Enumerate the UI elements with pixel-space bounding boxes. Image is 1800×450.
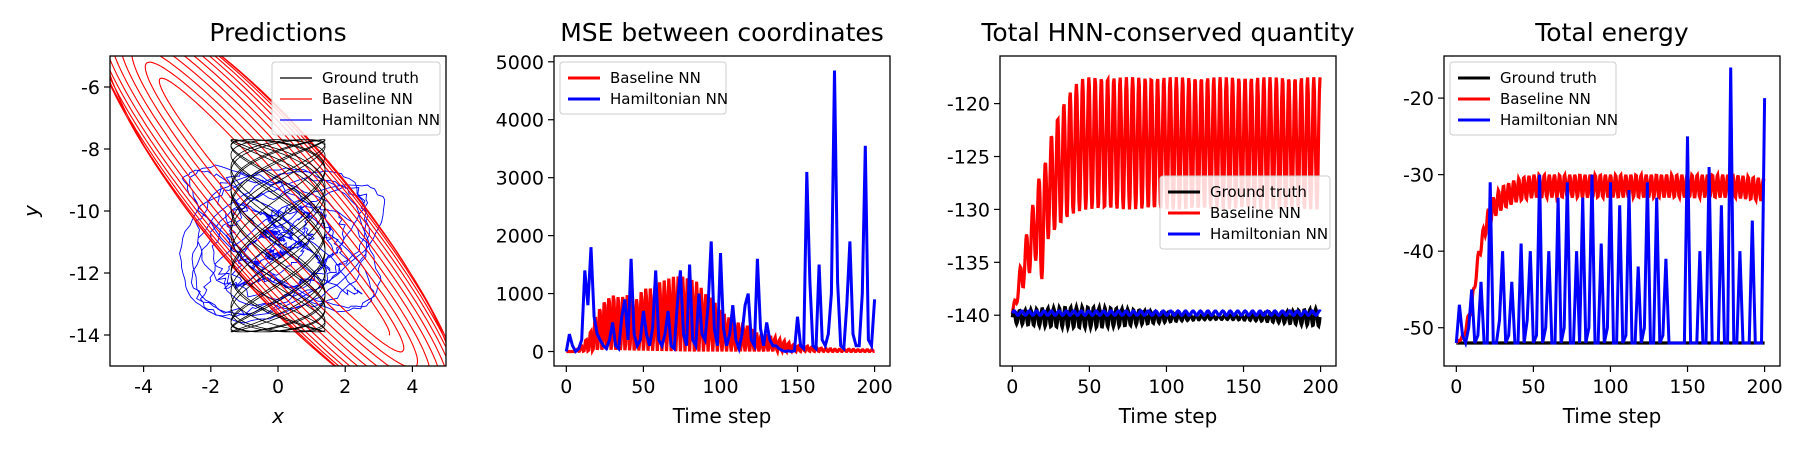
chart-title: MSE between coordinates: [560, 18, 884, 47]
x-tick-label: 4: [406, 376, 418, 398]
y-tick-label: -20: [1403, 88, 1434, 110]
x-tick-label: 0: [1450, 376, 1462, 398]
series-hamiltonian-nn: [1454, 67, 1767, 349]
y-tick-label: -14: [69, 325, 100, 347]
y-tick-label: -40: [1403, 241, 1434, 263]
x-axis-label: x: [271, 404, 284, 428]
x-tick-label: 150: [1225, 376, 1261, 398]
x-tick-label: 200: [1746, 376, 1782, 398]
y-tick-label: 3000: [496, 168, 544, 190]
legend-label-2: Hamiltonian NN: [1500, 111, 1618, 129]
y-tick-label: -6: [81, 77, 100, 99]
y-tick-label: 0: [532, 342, 544, 364]
y-tick-label: -30: [1403, 165, 1434, 187]
x-tick-label: 200: [856, 376, 892, 398]
chart-title: Predictions: [209, 18, 346, 47]
chart-title: Total HNN-conserved quantity: [980, 18, 1355, 47]
axes: 0 50 100 150 200 -120 -125 -130 -135 -140: [947, 55, 1339, 398]
plot-area: [564, 70, 877, 357]
plot-area: [110, 56, 446, 366]
x-tick-label: 150: [1669, 376, 1705, 398]
legend-label-0: Baseline NN: [610, 69, 701, 87]
x-axis-label: Time step: [1562, 404, 1662, 428]
x-tick-label: 0: [1006, 376, 1018, 398]
chart-title: Total energy: [1534, 18, 1689, 47]
legend-box: [559, 61, 727, 115]
legend: Ground truth Baseline NN Hamiltonian NN: [1449, 61, 1618, 136]
axes: -4 -2 0 2 4 -6 -8 -10 -12 -14: [69, 55, 447, 398]
legend-box: [1449, 61, 1617, 136]
plot-area: [1454, 67, 1767, 349]
x-axis-label: Time step: [672, 404, 772, 428]
legend-label-0: Ground truth: [1210, 183, 1307, 201]
x-tick-label: 2: [339, 376, 351, 398]
x-tick-label: 100: [702, 376, 738, 398]
x-tick-label: 150: [779, 376, 815, 398]
legend: Ground truth Baseline NN Hamiltonian NN: [1159, 175, 1331, 250]
series-hamiltonian-nn: [1010, 309, 1322, 318]
legend: Baseline NN Hamiltonian NN: [559, 61, 728, 115]
x-tick-label: 100: [1592, 376, 1628, 398]
axes-frame: [999, 55, 1337, 367]
y-tick-label: -12: [69, 263, 100, 285]
x-tick-label: 50: [1077, 376, 1101, 398]
subplot-2: MSE between coordinates Time step Baseline…: [559, 18, 884, 428]
y-tick-label: 4000: [496, 110, 544, 132]
series-hamiltonian-nn: [564, 70, 877, 355]
y-tick-label: -8: [81, 139, 100, 161]
axes-frame: [1443, 55, 1781, 367]
series-ground-truth: [230, 139, 326, 333]
y-tick-label: 5000: [496, 52, 544, 74]
series-baseline-nn: [566, 276, 875, 357]
series-ground-truth: [1010, 300, 1322, 335]
axes-frame: [553, 55, 891, 367]
y-tick-label: -140: [947, 305, 990, 327]
legend-label-1: Baseline NN: [1210, 204, 1301, 222]
x-tick-label: -4: [134, 376, 153, 398]
series-baseline-nn: [1455, 169, 1766, 345]
legend: Ground truth Baseline NN Hamiltonian NN: [271, 61, 441, 136]
x-tick-label: 100: [1148, 376, 1184, 398]
legend-box: [1159, 175, 1331, 250]
x-tick-label: 0: [560, 376, 572, 398]
legend-label-2: Hamiltonian NN: [322, 111, 440, 129]
axes: 0 50 100 150 200 -20 -30 -40 -50: [1403, 55, 1783, 398]
legend-label-0: Ground truth: [322, 69, 419, 87]
legend-label-2: Hamiltonian NN: [1210, 225, 1328, 243]
legend-label-1: Baseline NN: [1500, 90, 1591, 108]
legend-label-1: Hamiltonian NN: [610, 90, 728, 108]
x-tick-label: 200: [1302, 376, 1338, 398]
y-tick-label: -10: [69, 201, 100, 223]
x-tick-label: 50: [1521, 376, 1545, 398]
subplot-1: Predictions x y Ground truth Baseline NN Hami…: [19, 18, 446, 428]
subplot-4: Total energy Time step Ground truth Baselin…: [1449, 18, 1767, 428]
y-tick-label: 2000: [496, 226, 544, 248]
x-tick-label: 50: [631, 376, 655, 398]
x-axis-label: Time step: [1118, 404, 1218, 428]
y-tick-label: 1000: [496, 284, 544, 306]
y-tick-label: -120: [947, 94, 990, 116]
x-tick-label: -2: [201, 376, 220, 398]
x-tick-label: 0: [272, 376, 284, 398]
legend-label-1: Baseline NN: [322, 90, 413, 108]
y-tick-label: -130: [947, 199, 990, 221]
legend-box: [271, 61, 441, 136]
legend-label-0: Ground truth: [1500, 69, 1597, 87]
y-tick-label: -125: [947, 147, 990, 169]
subplot-3: Total HNN-conserved quantity Time step Gro…: [980, 18, 1355, 428]
y-tick-label: -135: [947, 252, 990, 274]
y-tick-label: -50: [1403, 318, 1434, 340]
y-axis-label: y: [19, 204, 43, 218]
